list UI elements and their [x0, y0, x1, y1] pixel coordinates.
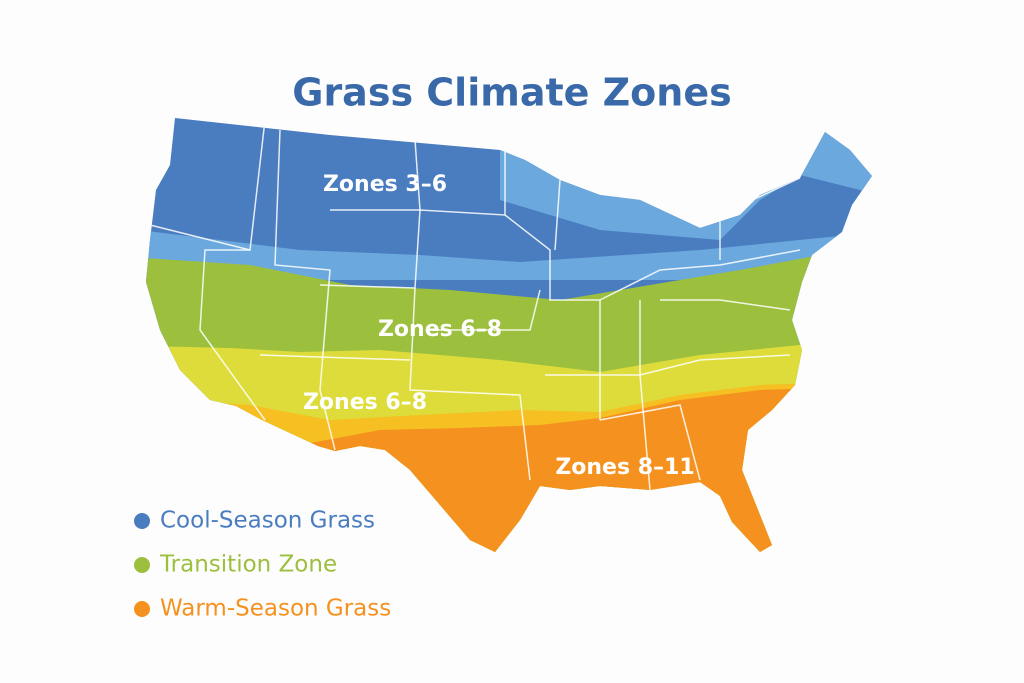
legend-label: Transition Zone — [159, 552, 337, 578]
state-lines — [149, 119, 801, 491]
zone-label: Zones 6–8 — [378, 317, 502, 342]
legend-dot — [134, 601, 150, 617]
legend: Cool-Season Grass Transition Zone Warm-Sea… — [134, 508, 391, 622]
legend-dot — [134, 557, 150, 573]
zone-label: Zones 8–11 — [555, 455, 694, 480]
legend-dot — [134, 513, 150, 529]
zone-labels: Zones 3–6 Zones 6–8 Zones 6–8 Zones 8–11 — [303, 172, 695, 480]
zone-label: Zones 3–6 — [323, 172, 447, 197]
map-title: Grass Climate Zones — [292, 71, 732, 115]
legend-label: Warm-Season Grass — [160, 596, 391, 622]
zone-label: Zones 6–8 — [303, 390, 427, 415]
legend-label: Cool-Season Grass — [160, 508, 375, 534]
